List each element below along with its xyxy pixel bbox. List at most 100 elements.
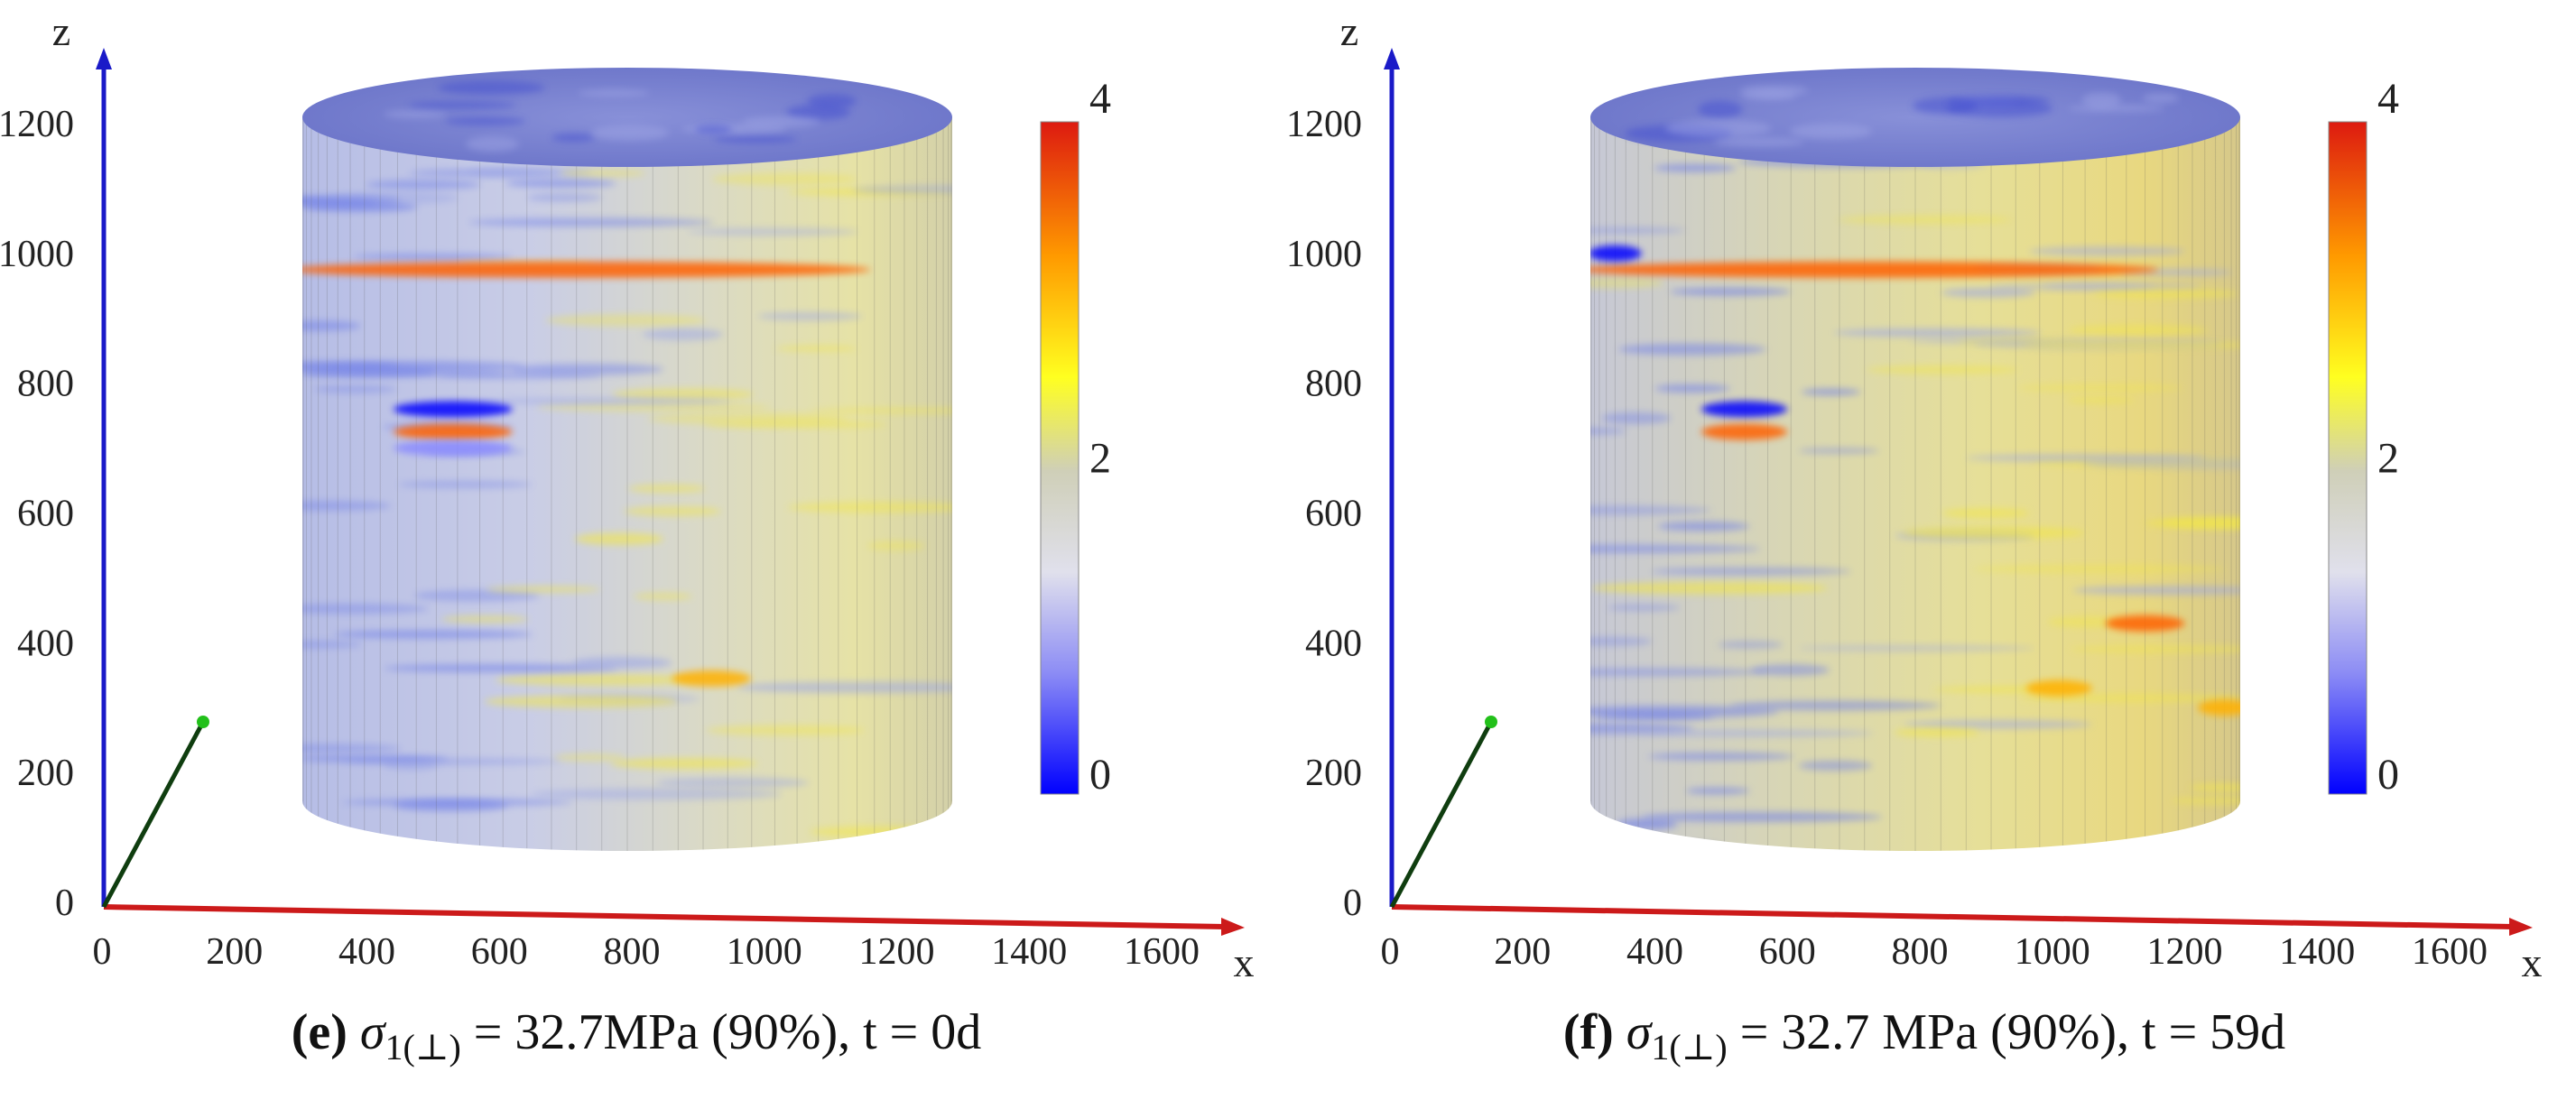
- texture-streak: [1590, 723, 1695, 735]
- top-texture-blob: [2068, 105, 2165, 113]
- texture-streak: [1718, 641, 1784, 650]
- texture-streak: [1607, 604, 1681, 612]
- texture-streak: [1685, 787, 1750, 795]
- texture-streak: [1941, 507, 2030, 519]
- z-axis-name: z: [1340, 8, 1358, 54]
- texture-streak: [384, 663, 618, 673]
- texture-streak: [469, 167, 593, 178]
- top-texture-blob: [551, 133, 596, 143]
- texture-streak: [1833, 328, 2042, 337]
- texture-streak: [394, 799, 508, 812]
- texture-streak: [484, 695, 678, 708]
- x-tick-label: 600: [1759, 931, 1816, 973]
- x-tick-label: 1200: [859, 931, 935, 973]
- x-tick-label: 200: [1494, 931, 1551, 973]
- colorbar-label: 4: [2377, 75, 2399, 123]
- z-tick-label: 400: [17, 623, 74, 664]
- z-tick-label: 1000: [1288, 234, 1362, 275]
- cylinder-volume: [1590, 68, 2240, 851]
- texture-streak: [2022, 342, 2240, 348]
- stress-feature: [2025, 679, 2092, 697]
- texture-streak: [810, 407, 952, 414]
- texture-streak: [2093, 289, 2239, 300]
- x-tick-label: 400: [338, 931, 395, 973]
- x-tick-label: 0: [1381, 931, 1400, 973]
- texture-streak: [1647, 753, 1794, 761]
- texture-streak: [687, 227, 858, 236]
- texture-streak: [574, 532, 664, 545]
- texture-streak: [536, 402, 771, 411]
- texture-streak: [302, 603, 429, 615]
- axes: z x 0 200 400 600 800 1000 1200 0 200 400 600 800 1000…: [0, 8, 1255, 985]
- top-texture-blob: [1739, 85, 1809, 97]
- x-tick-label: 1400: [2279, 931, 2355, 973]
- texture-streak: [2189, 783, 2240, 792]
- x-tick-label: 1000: [2015, 931, 2090, 973]
- x-tick-label: 0: [93, 931, 112, 973]
- texture-streak: [633, 592, 692, 601]
- texture-streak: [314, 385, 397, 393]
- texture-streak: [511, 363, 664, 375]
- texture-streak: [642, 328, 724, 341]
- texture-streak: [560, 169, 646, 178]
- cylinder-side: [1590, 117, 2240, 851]
- x-tick-label: 1600: [1124, 931, 1200, 973]
- texture-streak: [1654, 163, 1737, 172]
- x-tick-label: 400: [1626, 931, 1683, 973]
- stress-feature: [1590, 245, 1642, 262]
- top-texture-blob: [1664, 119, 1772, 137]
- top-texture-blob: [1789, 123, 1873, 140]
- texture-streak: [1590, 544, 1761, 553]
- texture-streak: [1866, 365, 2019, 374]
- texture-streak: [1657, 521, 1750, 531]
- texture-streak: [1941, 287, 2036, 298]
- top-texture-blob: [578, 88, 650, 97]
- texture-streak: [398, 480, 533, 489]
- texture-streak: [2070, 645, 2240, 653]
- texture-streak: [866, 541, 925, 551]
- x-axis-line: [103, 904, 1226, 929]
- caption-subscript: 1(⊥): [1651, 1027, 1727, 1067]
- stress-feature: [302, 261, 871, 278]
- top-texture-blob: [807, 94, 857, 109]
- texture-streak: [757, 311, 863, 321]
- texture-streak: [1798, 448, 1880, 454]
- texture-streak: [302, 744, 402, 753]
- top-texture-blob: [713, 135, 798, 143]
- texture-streak: [852, 185, 952, 194]
- texture-streak: [1590, 276, 1664, 289]
- stress-feature: [393, 423, 513, 440]
- x-axis-name: x: [1234, 939, 1255, 985]
- texture-streak: [1904, 719, 2092, 729]
- texture-streak: [1973, 564, 2226, 574]
- texture-streak: [572, 656, 672, 670]
- texture-streak: [480, 397, 732, 405]
- texture-streak: [2145, 517, 2240, 530]
- caption-body: = 32.7MPa (90%), t = 0d: [461, 1004, 981, 1060]
- texture-streak: [505, 179, 616, 189]
- panel-e: z x 0 200 400 600 800 1000 1200 0 200 400 600 800 1000…: [0, 0, 1288, 1104]
- x-axis-arrowhead: [2509, 918, 2533, 936]
- stress-feature: [1700, 401, 1788, 418]
- texture-streak: [1651, 567, 1852, 576]
- caption-symbol: σ: [1626, 1004, 1654, 1060]
- texture-streak: [302, 641, 363, 649]
- caption-space: [347, 1004, 360, 1060]
- y-axis-endpoint: [1485, 716, 1497, 728]
- texture-streak: [1654, 384, 1730, 393]
- colorbar-label: 2: [2377, 435, 2399, 483]
- texture-streak: [1590, 227, 1685, 234]
- stress-feature: [2105, 615, 2185, 632]
- z-axis-name: z: [52, 8, 70, 54]
- stress-feature: [672, 670, 752, 687]
- stress-feature: [1700, 423, 1788, 440]
- top-texture-blob: [2142, 93, 2180, 104]
- texture-streak: [302, 500, 392, 512]
- top-texture-blob: [383, 109, 447, 119]
- x-tick-label: 600: [471, 931, 528, 973]
- colorbar-label: 2: [1089, 435, 1111, 483]
- texture-streak: [2019, 693, 2240, 703]
- texture-streak: [553, 753, 625, 762]
- texture-streak: [531, 788, 783, 800]
